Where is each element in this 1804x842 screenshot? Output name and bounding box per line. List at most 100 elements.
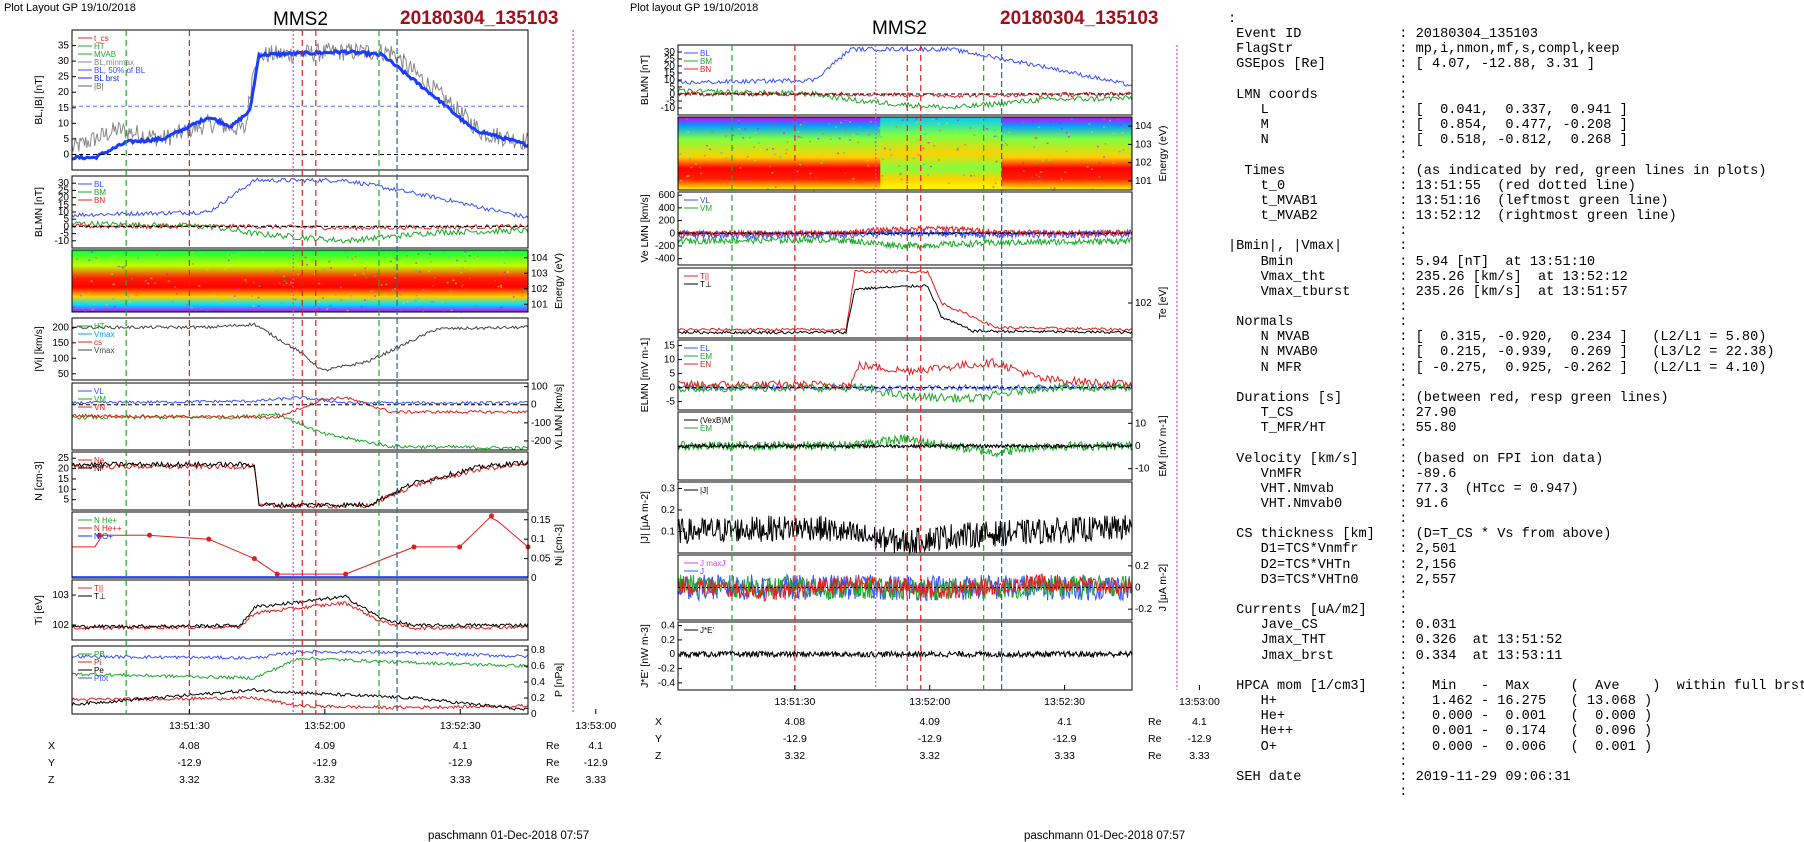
- spectrogram-speckle: [941, 123, 944, 125]
- y-axis-label: BLMN [nT]: [33, 187, 45, 237]
- spectrogram-speckle: [373, 295, 376, 297]
- spectrogram-speckle: [1046, 142, 1049, 145]
- spectrogram-speckle: [1060, 127, 1063, 130]
- y-axis-label: J*E' [nW m-3]: [639, 624, 651, 688]
- y-tick-label: 5: [63, 214, 69, 225]
- info-line: Event ID : 20180304_135103: [1228, 27, 1538, 43]
- spectrogram-speckle: [192, 263, 194, 265]
- spectrogram-speckle: [1035, 137, 1038, 139]
- spectrogram-speckle: [282, 284, 285, 286]
- spectrogram-speckle: [500, 286, 503, 289]
- spectrogram-speckle: [373, 275, 376, 278]
- spectrogram-speckle: [424, 307, 427, 310]
- position-unit: Re: [1148, 733, 1162, 745]
- spectrogram-speckle: [294, 298, 297, 301]
- spectrogram-speckle: [1112, 162, 1115, 164]
- data-marker: [274, 571, 280, 577]
- spectrogram-speckle: [175, 292, 178, 295]
- spectrogram-speckle: [1078, 161, 1081, 164]
- spectrogram-speckle: [224, 268, 227, 271]
- spectrogram-speckle: [800, 136, 803, 139]
- spectrogram-speckle: [993, 135, 996, 137]
- info-line: Jmax_brst : 0.334 at 13:53:11: [1228, 648, 1563, 664]
- spectrogram-speckle: [397, 296, 400, 298]
- spectrogram-speckle: [1038, 175, 1041, 178]
- spectrogram-speckle: [857, 141, 860, 144]
- panel-je: -0.4 -0.2 0 0.2 0.4 J*E' [nW m-3] J*E': [639, 621, 1133, 691]
- panel-frame: [677, 339, 1133, 411]
- spectrogram-speckle: [919, 139, 922, 142]
- y-tick-label: 15: [58, 474, 70, 485]
- spectrogram-speckle: [883, 147, 886, 150]
- legend-label: J maxJ: [700, 559, 725, 568]
- spectrogram-speckle: [282, 275, 285, 278]
- y-tick-label: -100: [531, 418, 551, 429]
- spectrogram-speckle: [113, 283, 116, 286]
- spectrogram-speckle: [1002, 140, 1005, 142]
- spectrogram-speckle: [746, 155, 749, 158]
- spectrogram-speckle: [1035, 174, 1038, 176]
- spectrogram-speckle: [1067, 136, 1070, 138]
- series-line: [71, 412, 529, 451]
- spectrogram-speckle: [477, 255, 479, 257]
- spectrogram-speckle: [512, 296, 515, 298]
- position-row-label: X: [655, 716, 662, 728]
- series-line: [677, 515, 1133, 555]
- y-tick-label: 0: [1135, 441, 1141, 452]
- spectrogram-speckle: [123, 265, 126, 268]
- y-tick-label: 400: [658, 203, 675, 214]
- spectrogram-speckle: [913, 120, 916, 122]
- spectrogram-speckle: [923, 163, 926, 165]
- spectrogram-speckle: [175, 266, 178, 268]
- spectrogram-speckle: [1086, 166, 1089, 168]
- spectrogram-speckle: [1098, 162, 1101, 164]
- spectrogram-speckle: [336, 281, 339, 283]
- spectrogram-speckle: [318, 301, 320, 303]
- spectrogram-speckle: [317, 308, 320, 310]
- y-tick-label: -200: [655, 241, 675, 252]
- legend-label: Pi: [94, 658, 101, 667]
- position-value: -12.9: [1187, 733, 1211, 745]
- series-line: [677, 283, 1133, 335]
- spectrogram-speckle: [314, 307, 317, 310]
- spectrogram-speckle: [443, 251, 446, 253]
- spectrogram-speckle: [524, 289, 527, 291]
- legend-label: T⊥: [700, 280, 712, 289]
- info-line: :: [1228, 512, 1408, 528]
- spectrogram-speckle: [1041, 160, 1044, 162]
- y-tick-label: 5: [669, 369, 675, 380]
- spectrogram-speckle: [901, 119, 904, 121]
- spectrogram-speckle: [504, 293, 507, 295]
- y-axis-label: J [μA m-2]: [1157, 564, 1169, 612]
- y-tick-label: 30: [58, 178, 70, 189]
- spectrogram-speckle: [417, 297, 420, 300]
- y-tick-label: 25: [58, 453, 70, 464]
- spectrogram-speckle: [450, 309, 453, 312]
- spectrogram-speckle: [454, 282, 457, 285]
- position-value: -12.9: [584, 757, 608, 769]
- legend-label: (VexB)M: [700, 416, 731, 425]
- y-tick-label: 103: [1135, 139, 1152, 150]
- position-unit: Re: [546, 757, 560, 769]
- spectrogram-speckle: [916, 154, 919, 156]
- spectrogram-speckle: [1103, 118, 1106, 121]
- y-axis-label: Te [eV]: [1157, 287, 1169, 320]
- spectrogram-speckle: [446, 281, 449, 284]
- spectrogram-speckle: [253, 281, 256, 284]
- spectrogram-speckle: [699, 166, 702, 169]
- y-tick-label: 0.2: [661, 505, 675, 516]
- y-tick-label: 10: [58, 207, 70, 218]
- spectrogram-speckle: [905, 149, 908, 151]
- spectrogram-speckle: [917, 154, 920, 156]
- spectrogram-speckle: [744, 177, 747, 179]
- spectrogram-speckle: [737, 122, 740, 125]
- position-row-label: X: [48, 740, 55, 752]
- info-line: SEH date : 2019-11-29 09:06:31: [1228, 769, 1571, 785]
- spectrogram-speckle: [375, 274, 378, 276]
- spectrogram-speckle: [468, 255, 471, 257]
- spectrogram-speckle: [370, 290, 373, 292]
- spectrogram-speckle: [191, 251, 194, 254]
- spectrogram-speckle: [112, 298, 115, 300]
- info-line: T_MFR/HT : 55.80: [1228, 421, 1457, 437]
